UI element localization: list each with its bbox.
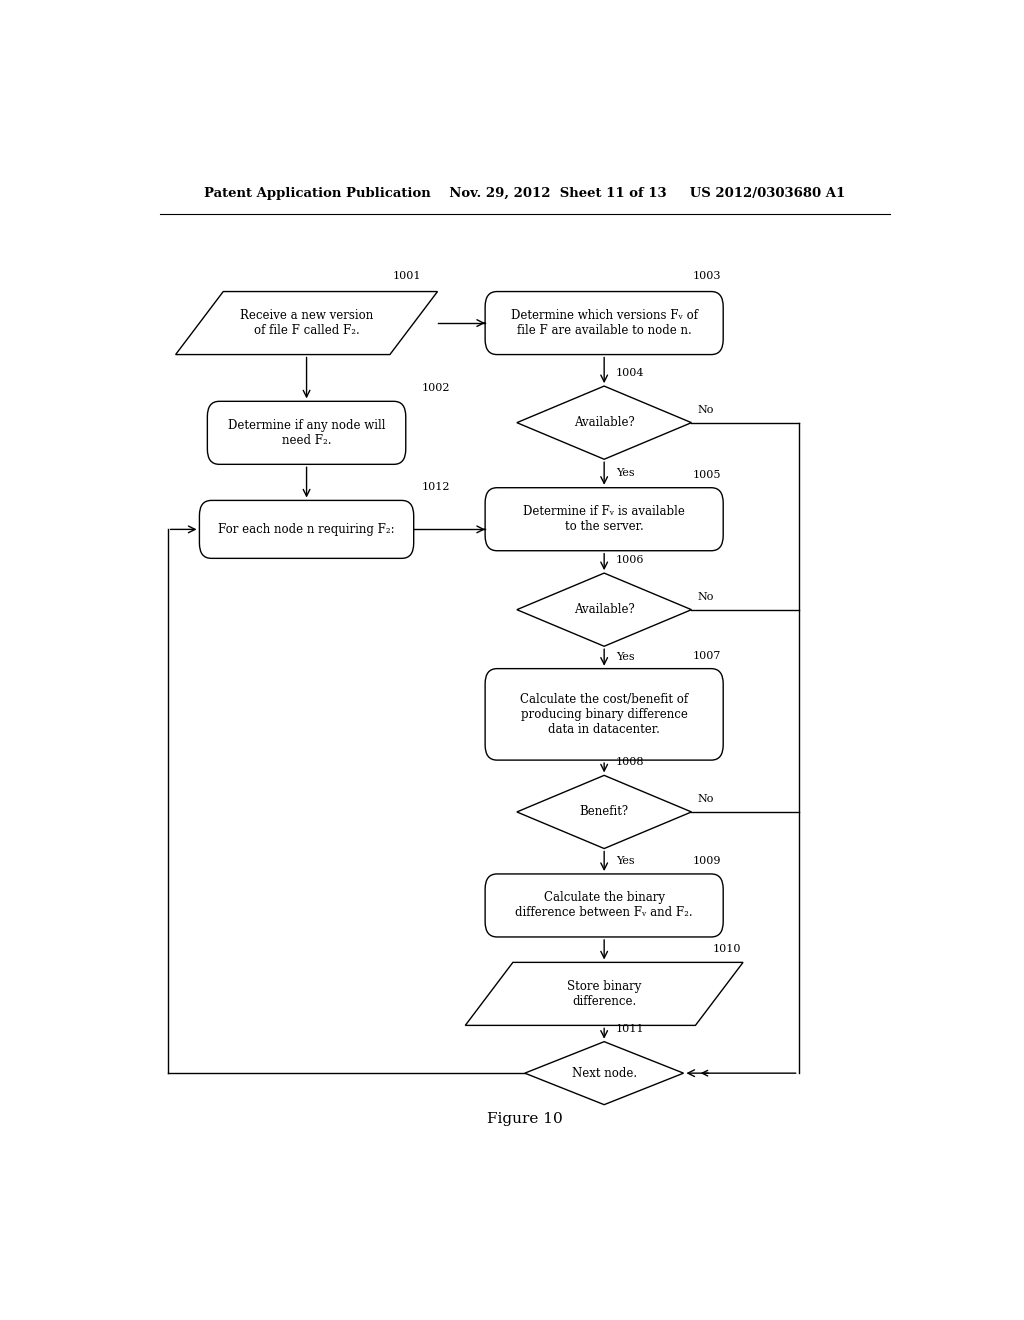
Text: 1003: 1003: [693, 272, 722, 281]
Polygon shape: [524, 1041, 684, 1105]
Text: 1001: 1001: [393, 272, 422, 281]
Text: 1007: 1007: [693, 651, 722, 660]
Polygon shape: [176, 292, 437, 355]
Text: 1006: 1006: [616, 554, 644, 565]
Text: Determine if Fᵥ is available
to the server.: Determine if Fᵥ is available to the serv…: [523, 506, 685, 533]
FancyBboxPatch shape: [200, 500, 414, 558]
Text: Determine if any node will
need F₂.: Determine if any node will need F₂.: [227, 418, 385, 447]
Text: Calculate the binary
difference between Fᵥ and F₂.: Calculate the binary difference between …: [515, 891, 693, 920]
Text: Patent Application Publication    Nov. 29, 2012  Sheet 11 of 13     US 2012/0303: Patent Application Publication Nov. 29, …: [204, 187, 846, 201]
Text: Available?: Available?: [573, 603, 635, 616]
Text: Receive a new version
of file F called F₂.: Receive a new version of file F called F…: [240, 309, 373, 337]
FancyBboxPatch shape: [485, 669, 723, 760]
FancyBboxPatch shape: [207, 401, 406, 465]
Text: No: No: [697, 404, 714, 414]
FancyBboxPatch shape: [485, 487, 723, 550]
Text: Determine which versions Fᵥ of
file F are available to node n.: Determine which versions Fᵥ of file F ar…: [511, 309, 697, 337]
Text: 1004: 1004: [616, 368, 644, 378]
Text: 1009: 1009: [693, 855, 722, 866]
Text: Yes: Yes: [616, 857, 635, 866]
Text: Store binary
difference.: Store binary difference.: [567, 979, 641, 1008]
Text: Figure 10: Figure 10: [487, 1111, 562, 1126]
Polygon shape: [517, 573, 691, 647]
Text: Benefit?: Benefit?: [580, 805, 629, 818]
Text: 1005: 1005: [693, 470, 722, 479]
Text: Yes: Yes: [616, 469, 635, 478]
Text: 1011: 1011: [616, 1023, 644, 1034]
Text: No: No: [697, 591, 714, 602]
Text: Yes: Yes: [616, 652, 635, 663]
Text: 1010: 1010: [713, 944, 741, 954]
Text: For each node n requiring F₂:: For each node n requiring F₂:: [218, 523, 395, 536]
Text: 1002: 1002: [422, 383, 451, 393]
Polygon shape: [517, 775, 691, 849]
Polygon shape: [517, 385, 691, 459]
Text: 1012: 1012: [422, 482, 451, 492]
Text: No: No: [697, 793, 714, 804]
Text: Next node.: Next node.: [571, 1067, 637, 1080]
Text: Available?: Available?: [573, 416, 635, 429]
FancyBboxPatch shape: [485, 874, 723, 937]
Text: 1008: 1008: [616, 758, 644, 767]
Text: Calculate the cost/benefit of
producing binary difference
data in datacenter.: Calculate the cost/benefit of producing …: [520, 693, 688, 735]
FancyBboxPatch shape: [485, 292, 723, 355]
Polygon shape: [465, 962, 743, 1026]
